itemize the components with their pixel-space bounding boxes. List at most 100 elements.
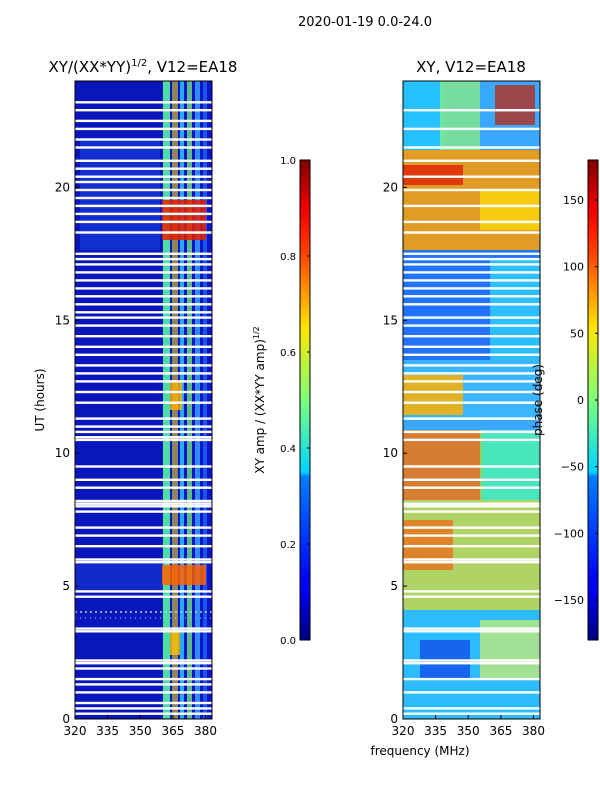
flagged-row	[75, 712, 212, 715]
colorbar-tick-label: −150	[554, 594, 584, 607]
x-tick-label: 335	[424, 724, 447, 738]
flagged-row	[403, 188, 540, 192]
flagged-row	[403, 353, 540, 356]
flagged-row	[75, 380, 212, 383]
flagged-row	[75, 159, 212, 162]
flagged-row	[403, 438, 540, 442]
flagged-row	[75, 324, 212, 327]
figure-suptitle: 2020-01-19 0.0-24.0	[298, 15, 432, 30]
flagged-row	[403, 659, 540, 662]
flagged-row	[403, 204, 540, 208]
flagged-row	[403, 287, 540, 290]
flagged-row	[403, 430, 540, 434]
flagged-row	[75, 465, 212, 468]
flagged-row	[403, 712, 540, 715]
colorbar-amplitude: 0.0 0.2 0.4 0.6 0.8 1.0 XY amp / (XX*YY amp)1…	[252, 156, 311, 647]
panel-phase: XY, V12=EA18 320 335 350 365 380 0 5 10 15 20	[383, 58, 545, 738]
x-tick-label: 365	[489, 724, 512, 738]
flagged-row	[403, 691, 540, 694]
flagged-row	[403, 263, 540, 266]
flagged-row	[75, 534, 212, 537]
amplitude-hot-band	[170, 630, 180, 655]
colorbar-phase-label: phase (deg)	[531, 364, 545, 436]
y-tick-label: 0	[390, 712, 398, 726]
phase-flagged-rows	[403, 109, 540, 715]
flagged-row	[403, 345, 540, 348]
flagged-row	[403, 595, 540, 598]
flagged-row	[75, 510, 212, 513]
flagged-row	[403, 558, 540, 561]
flagged-row	[75, 345, 212, 348]
flagged-row	[403, 630, 540, 633]
flagged-row	[75, 335, 212, 338]
flagged-row	[403, 677, 540, 681]
flagged-row	[403, 390, 540, 394]
flagged-row	[403, 510, 540, 513]
flagged-row	[75, 287, 212, 290]
amplitude-axes: 320 335 350 365 380 0 5 10 15 20	[55, 180, 217, 738]
flagged-row	[75, 252, 212, 255]
flagged-row	[75, 425, 212, 428]
flagged-row	[403, 127, 540, 131]
colorbar-tick-label: 150	[563, 194, 584, 207]
amplitude-heatmap-band	[75, 560, 163, 590]
flagged-row	[75, 545, 212, 548]
flagged-row	[403, 324, 540, 327]
flagged-row	[403, 257, 540, 261]
flagged-row	[403, 526, 540, 529]
flagged-row	[403, 146, 540, 149]
amplitude-rfi-column	[195, 81, 200, 719]
flagged-row	[403, 478, 540, 481]
flagged-row	[75, 505, 212, 508]
flagged-row	[403, 380, 540, 383]
flagged-row	[75, 303, 212, 306]
colorbar-tick-label: 50	[570, 327, 584, 340]
flagged-row	[75, 119, 212, 123]
phase-heatmap-region	[490, 260, 540, 360]
flagged-row	[75, 595, 212, 598]
y-tick-label: 15	[55, 313, 70, 327]
x-tick-label: 335	[96, 724, 119, 738]
colorbar-tick-label: 0.6	[280, 348, 296, 359]
flagged-row	[75, 364, 212, 367]
flagged-row	[75, 271, 212, 274]
y-tick-label: 20	[383, 180, 398, 194]
x-axis-label: frequency (MHz)	[370, 744, 469, 758]
colorbar-tick-label: 0.0	[280, 636, 296, 647]
y-tick-label: 20	[55, 180, 70, 194]
x-tick-label: 380	[522, 724, 545, 738]
flagged-row	[75, 390, 212, 394]
flagged-row	[403, 271, 540, 274]
flagged-row	[75, 707, 212, 710]
amplitude-plot-frame	[74, 80, 213, 720]
x-tick-label: 320	[392, 724, 415, 738]
phase-heatmap-region	[440, 81, 480, 151]
flagged-row	[75, 311, 212, 314]
x-tick-label: 365	[161, 724, 184, 738]
amplitude-rfi-column	[203, 81, 207, 719]
flagged-row	[75, 667, 212, 670]
phase-axes: 320 335 350 365 380 0 5 10 15 20	[383, 180, 545, 738]
flagged-row	[403, 303, 540, 306]
flagged-row	[75, 109, 212, 112]
phase-plot-frame	[402, 80, 541, 720]
amplitude-rfi-column	[163, 81, 170, 719]
flagged-row	[75, 683, 212, 686]
colorbar-tick-label: 0.4	[280, 444, 296, 455]
flagged-row	[403, 175, 540, 178]
flagged-row	[403, 109, 540, 112]
flagged-row	[75, 662, 212, 665]
panel-amplitude: XY/(XX*YY)1/2, V12=EA18 320 335 350 365 380 0…	[33, 58, 237, 738]
y-tick-label: 10	[383, 446, 398, 460]
flagged-row	[75, 430, 212, 434]
flagged-row	[403, 364, 540, 367]
flagged-row	[75, 417, 212, 420]
flagged-row	[75, 691, 212, 694]
flagged-row	[403, 279, 540, 282]
y-tick-label: 10	[55, 446, 70, 460]
phase-heatmap-region	[480, 620, 540, 680]
colorbar-tick-label: −100	[554, 527, 584, 540]
colorbar-amplitude-ticks: 0.0 0.2 0.4 0.6 0.8 1.0	[280, 156, 310, 647]
colorbar-tick-label: −50	[561, 461, 584, 474]
